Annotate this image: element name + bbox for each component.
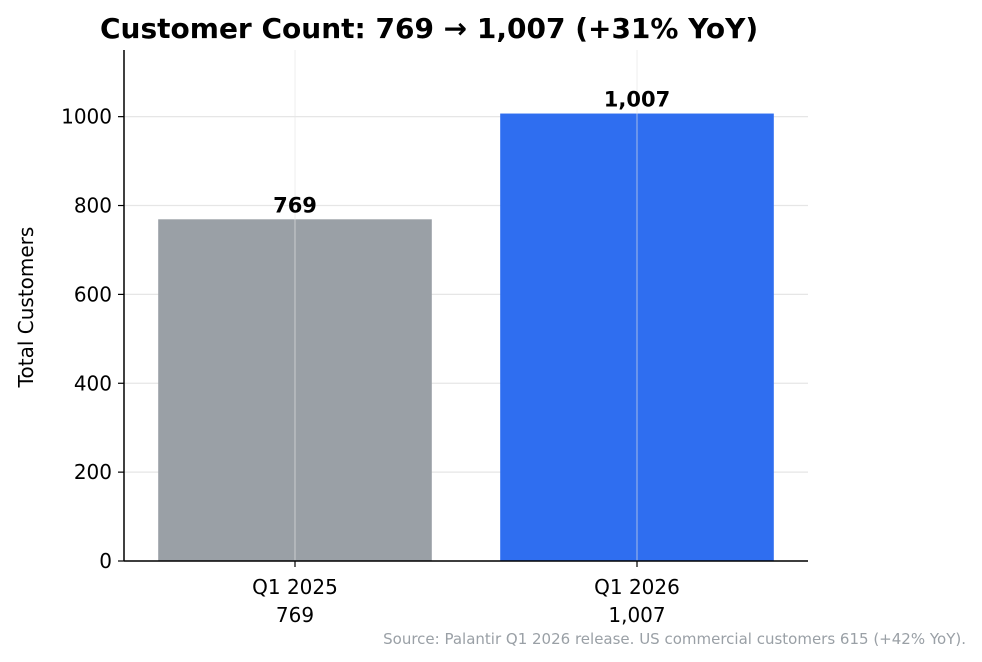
data-label: 1,007 bbox=[604, 88, 670, 112]
x-tick-label: Q1 2026 bbox=[594, 575, 680, 599]
data-labels: 769 1,007 bbox=[273, 50, 670, 561]
y-tick-label: 1000 bbox=[61, 105, 112, 129]
y-axis-ticks: 0 200 400 600 800 1000 bbox=[61, 105, 124, 573]
y-tick-label: 200 bbox=[74, 460, 112, 484]
x-tick-label: Q1 2025 bbox=[252, 575, 338, 599]
y-tick-label: 0 bbox=[99, 549, 112, 573]
x-tick-sublabel: 769 bbox=[276, 603, 314, 627]
chart-title: Customer Count: 769 → 1,007 (+31% YoY) bbox=[100, 12, 758, 45]
y-tick-label: 400 bbox=[74, 371, 112, 395]
y-tick-label: 800 bbox=[74, 194, 112, 218]
bars bbox=[158, 113, 774, 562]
x-tick-sublabel: 1,007 bbox=[608, 603, 665, 627]
data-label: 769 bbox=[273, 193, 317, 217]
x-axis-ticks: Q1 2025 769 Q1 2026 1,007 bbox=[252, 561, 680, 627]
y-tick-label: 600 bbox=[74, 282, 112, 306]
y-axis-label: Total Customers bbox=[14, 227, 38, 389]
source-note: Source: Palantir Q1 2026 release. US com… bbox=[383, 630, 966, 648]
